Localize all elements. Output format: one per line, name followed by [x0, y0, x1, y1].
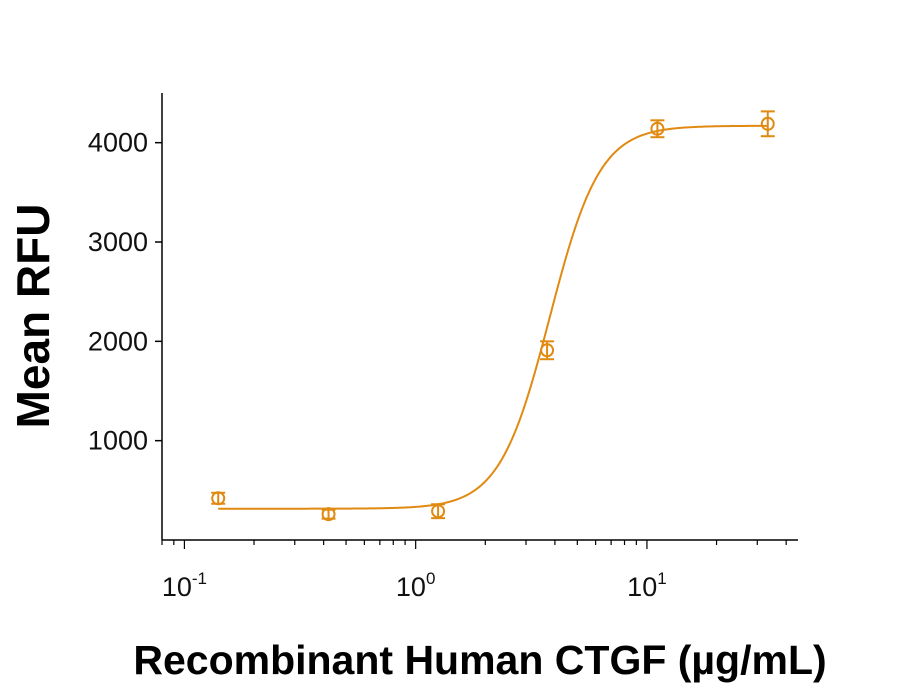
- x-tick-label: 101: [627, 569, 667, 602]
- point-marker: [540, 343, 555, 358]
- data-points: [211, 110, 775, 522]
- data-point: [760, 110, 775, 138]
- data-point: [540, 340, 555, 361]
- data-point: [211, 491, 226, 506]
- plot-area: 1000 2000 3000 4000 10-1 100 101: [88, 93, 798, 602]
- x-tick-label: 100: [396, 569, 436, 602]
- x-tick-label: 10-1: [162, 569, 207, 602]
- data-point: [321, 507, 336, 522]
- y-tick-label: 4000: [88, 128, 148, 158]
- x-axis-label: Recombinant Human CTGF (µg/mL): [133, 637, 826, 683]
- point-marker: [211, 491, 226, 506]
- point-marker: [431, 504, 446, 519]
- point-marker: [321, 507, 336, 522]
- y-axis-label: Mean RFU: [7, 204, 59, 429]
- y-tick-label: 2000: [88, 326, 148, 356]
- fit-curve: [218, 124, 768, 510]
- y-ticks: 1000 2000 3000 4000: [88, 128, 162, 456]
- y-tick-label: 1000: [88, 426, 148, 456]
- point-marker: [760, 116, 775, 131]
- data-point: [431, 503, 446, 520]
- y-tick-label: 3000: [88, 227, 148, 257]
- point-marker: [650, 121, 665, 136]
- data-point: [650, 119, 665, 139]
- x-ticks: 10-1 100 101: [161, 540, 787, 602]
